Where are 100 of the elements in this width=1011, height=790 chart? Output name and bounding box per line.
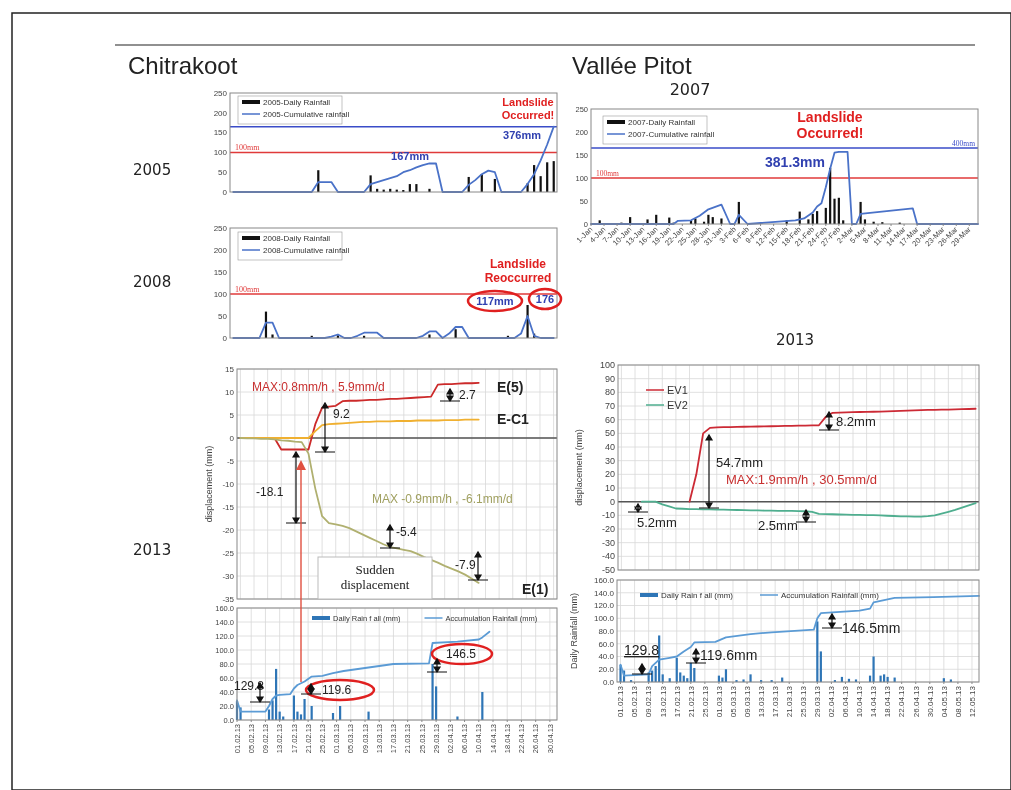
annotation: 381.3mm (765, 154, 825, 170)
annotation: 8.2mm (836, 414, 876, 429)
y-tick-label: -20 (222, 525, 235, 535)
y-tick-label: -30 (601, 537, 615, 548)
chart-title: 2013 (775, 331, 815, 349)
y-tick-label: 250 (213, 223, 228, 233)
annotation: 54.7mm (716, 455, 763, 470)
series-label: E(5) (497, 379, 524, 395)
legend-label: 2005-Daily Rainfall (263, 97, 331, 107)
y-tick-label: -15 (222, 502, 235, 512)
y-tick-label: 60 (604, 414, 615, 425)
y-tick-label: 100.0 (593, 614, 615, 624)
y-tick-label: -10 (601, 510, 615, 521)
y-tick-label: 80 (604, 387, 615, 398)
x-tick-label: 21.02.13 (686, 685, 696, 718)
y-tick-label: 5 (229, 410, 235, 420)
x-tick-label: 09.02.13 (644, 685, 654, 718)
annotation: 2.5mm (758, 518, 798, 533)
annotation: 167mm (391, 150, 430, 162)
x-tick-label: 25.03.13 (799, 685, 809, 718)
annotation: Landslide Occurred! (501, 96, 555, 121)
y-tick-label: 50 (604, 428, 615, 439)
x-tick-label: 06.04.13 (841, 685, 851, 718)
y-tick-label: 20.0 (598, 665, 615, 675)
y-tick-label: 40.0 (598, 652, 615, 662)
legend-label: EV2 (667, 398, 688, 411)
y-tick-label: 15 (225, 364, 235, 374)
y-tick-label: -30 (222, 571, 235, 581)
y-tick-label: -25 (222, 548, 235, 558)
y-tick-label: 250 (213, 88, 228, 98)
y-tick-label: 100 (599, 360, 615, 371)
y-tick-label: 160.0 (593, 575, 615, 585)
x-tick-label: 10.04.13 (855, 685, 865, 718)
y-axis-title: displacement (mm) (574, 429, 584, 506)
x-tick-label: 26.04.13 (911, 685, 921, 718)
y-tick-label: 80.0 (598, 626, 615, 636)
annotation: -5.4 (396, 525, 417, 539)
y-tick-label: 100 (213, 148, 228, 158)
y-axis-title: displacement (mm) (204, 445, 214, 523)
series-label: E-C1 (497, 411, 530, 427)
x-tick-label: 09.03.13 (742, 685, 752, 718)
y-tick-label: 150 (213, 128, 228, 138)
y-tick-label: 50 (218, 311, 228, 321)
annotation: 146.5mm (842, 620, 901, 636)
x-tick-label: 12.05.13 (967, 685, 977, 718)
x-tick-label: 17.02.13 (672, 685, 682, 718)
legend-label: 2007-Cumulative rainfall (628, 129, 715, 139)
annotation: 117mm (476, 295, 514, 307)
x-tick-label: 17.03.13 (770, 685, 780, 718)
annotation: Landslide Occurred! (796, 109, 864, 142)
text: Chitrakoot (128, 52, 238, 79)
y-tick-label: -10 (222, 479, 235, 489)
ref-line-label: 100mm (235, 143, 261, 153)
y-tick-label: 30 (604, 455, 615, 466)
x-tick-label: 29.03.13 (813, 685, 823, 718)
legend-label: EV1 (667, 383, 688, 396)
y-tick-label: 60.0 (598, 639, 615, 649)
text: 2008 (133, 273, 172, 291)
y-tick-label: 100 (213, 289, 228, 299)
x-tick-label: 08.05.13 (953, 685, 963, 718)
legend-label: 2005-Cumulative rainfall (263, 109, 350, 119)
legend-label: Daily Rain f all (mm) (661, 590, 734, 600)
text: E(1) (522, 581, 549, 597)
x-tick-label: 22.04.13 (897, 685, 907, 718)
annotation: MAX -0.9mm/h , -6.1mm/d (372, 492, 513, 506)
y-tick-label: 20 (604, 469, 615, 480)
annotation: 146.5 (446, 647, 477, 661)
y-tick-label: 150 (213, 267, 228, 277)
y-tick-label: 120.0 (593, 601, 615, 611)
x-tick-label: 21.03.13 (785, 685, 795, 718)
y-axis-title: Daily Rainfall (mm) (569, 592, 579, 670)
y-tick-label: 0 (222, 333, 228, 343)
y-tick-label: 200 (213, 108, 228, 118)
chart-title: 2007 (669, 80, 711, 99)
ref-line-label: 100mm (235, 285, 261, 294)
y-tick-label: 90 (604, 373, 615, 384)
text: 2005 (133, 161, 172, 179)
y-tick-label: 10 (604, 483, 615, 494)
legend-label: Accumulation Rainfall (mm) (781, 590, 880, 600)
annotation: 176 (535, 293, 555, 305)
y-tick-label: 0 (229, 433, 235, 443)
x-tick-label: 14.04.13 (869, 685, 879, 718)
y-tick-label: 0.0 (602, 677, 615, 687)
text: 2013 (133, 541, 172, 559)
annotation: 119.6 (322, 683, 352, 697)
x-tick-label: 05.03.13 (728, 685, 738, 718)
y-tick-label: 10 (225, 387, 235, 397)
x-tick-label: 25.02.13 (700, 685, 710, 718)
x-tick-label: 13.02.13 (658, 685, 668, 718)
y-tick-label: 140.0 (593, 588, 615, 598)
annotation: 9.2 (333, 407, 351, 421)
y-tick-label: 50 (218, 168, 228, 177)
annotation: 119.6mm (700, 647, 758, 663)
x-tick-label: 18.04.13 (883, 685, 893, 718)
x-tick-label: 04.05.13 (939, 685, 949, 718)
y-tick-label: 40 (604, 442, 615, 453)
legend-label: 2007-Daily Rainfall (628, 117, 696, 127)
annotation: 376mm (503, 129, 542, 141)
x-tick-label: 13.03.13 (756, 685, 766, 718)
y-tick-label: -40 (601, 551, 615, 562)
